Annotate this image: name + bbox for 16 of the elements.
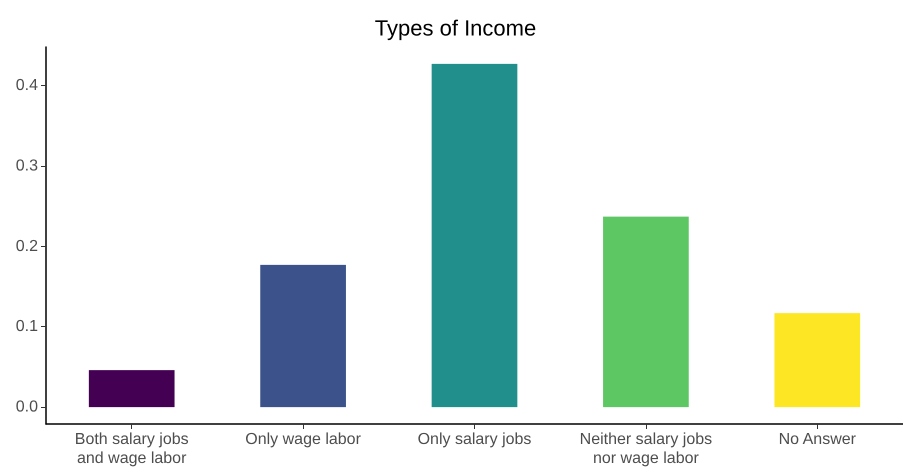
x-tick-label: Both salary jobs and wage labor <box>74 431 189 467</box>
chart-title: Types of Income <box>374 16 536 40</box>
bar <box>260 264 346 408</box>
y-tick-label: 0.4 <box>16 77 38 94</box>
bar <box>432 64 518 408</box>
y-tick-label: 0.2 <box>16 238 38 255</box>
x-tick-label: No Answer <box>778 431 857 448</box>
bar <box>774 313 860 408</box>
bar <box>88 370 175 408</box>
bar <box>603 216 689 408</box>
x-tick-label: Only salary jobs <box>418 431 532 448</box>
y-tick-label: 0.0 <box>16 398 38 416</box>
y-tick-label: 0.1 <box>16 318 38 336</box>
x-tick-label: Only wage labor <box>245 431 362 448</box>
x-tick-label: Neither salary jobs nor wage labor <box>580 431 712 467</box>
y-tick-label: 0.3 <box>16 157 38 174</box>
